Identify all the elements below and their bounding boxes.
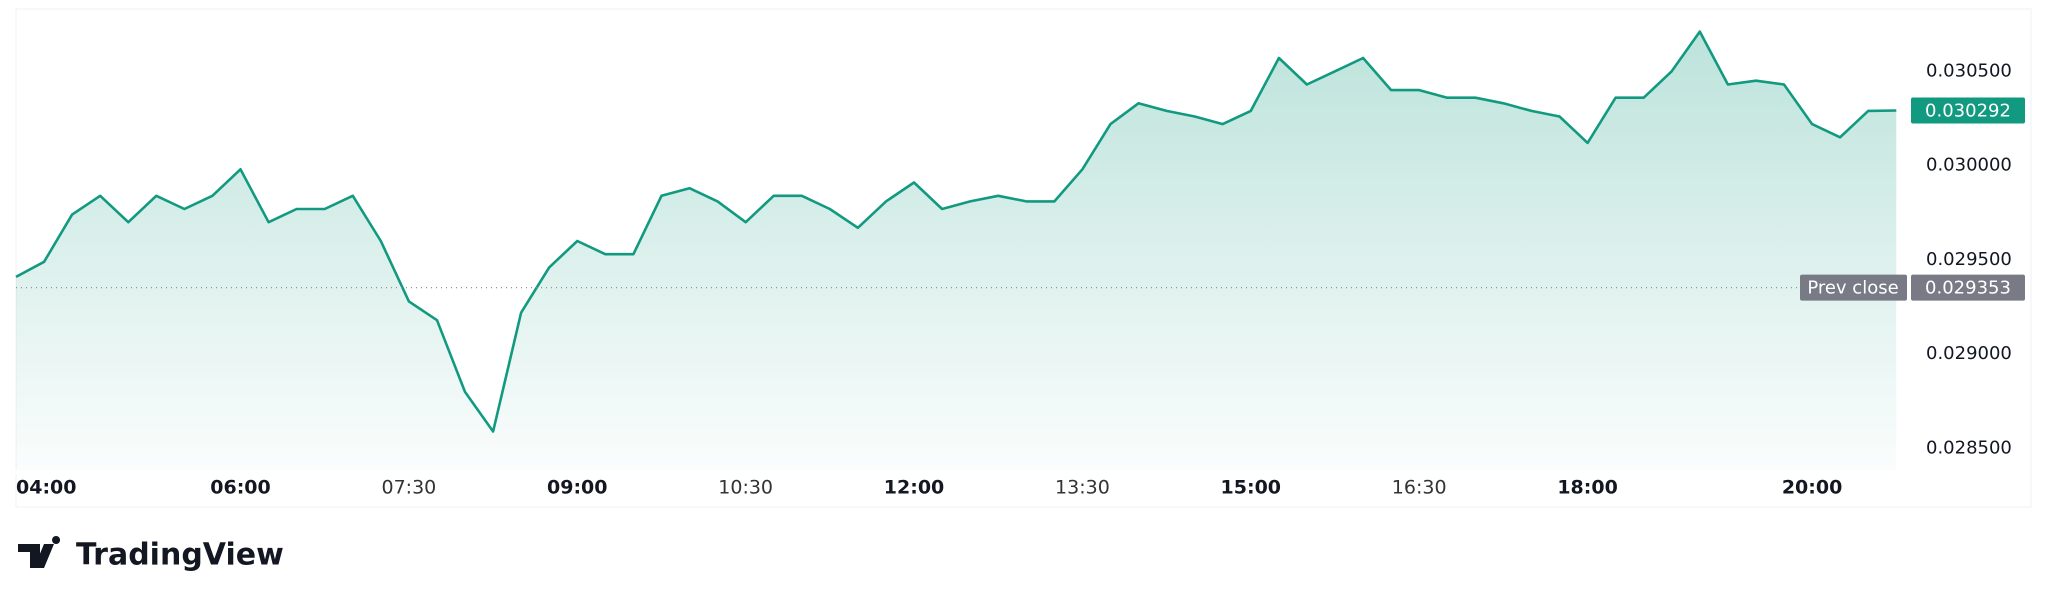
y-tick-label: 0.029000	[1926, 343, 2012, 364]
y-tick-label: 0.030000	[1926, 155, 2012, 176]
last-price-label: 0.030292	[1925, 100, 2011, 121]
prev-close-name: Prev close	[1807, 278, 1898, 299]
x-tick-label: 04:00	[16, 477, 76, 499]
brand: TradingView	[76, 538, 284, 573]
last-price-box	[1911, 97, 2025, 124]
y-tick-label: 0.028500	[1926, 438, 2012, 459]
y-tick-label: 0.030500	[1926, 60, 2012, 81]
logo-icon	[18, 536, 61, 568]
x-tick-label: 09:00	[547, 477, 607, 499]
logo: TradingView	[18, 536, 284, 573]
x-tick-label: 06:00	[210, 477, 270, 499]
x-tick-label: 18:00	[1557, 477, 1617, 499]
chart-frame	[15, 8, 2032, 508]
prev-close-tag	[1800, 274, 1907, 301]
x-tick-label: 10:30	[718, 477, 773, 499]
price-line	[15, 30, 1897, 433]
x-tick-label: 07:30	[382, 477, 437, 499]
prev-close-box	[1911, 274, 2025, 301]
prev-close-value: 0.029353	[1925, 278, 2011, 299]
x-tick-label: 12:00	[884, 477, 944, 499]
x-tick-label: 20:00	[1782, 477, 1842, 499]
x-tick-label: 15:00	[1221, 477, 1281, 499]
x-tick-label: 16:30	[1392, 477, 1447, 499]
x-tick-label: 13:30	[1055, 477, 1110, 499]
y-tick-label: 0.029500	[1926, 249, 2012, 270]
area-fill	[16, 31, 1897, 470]
